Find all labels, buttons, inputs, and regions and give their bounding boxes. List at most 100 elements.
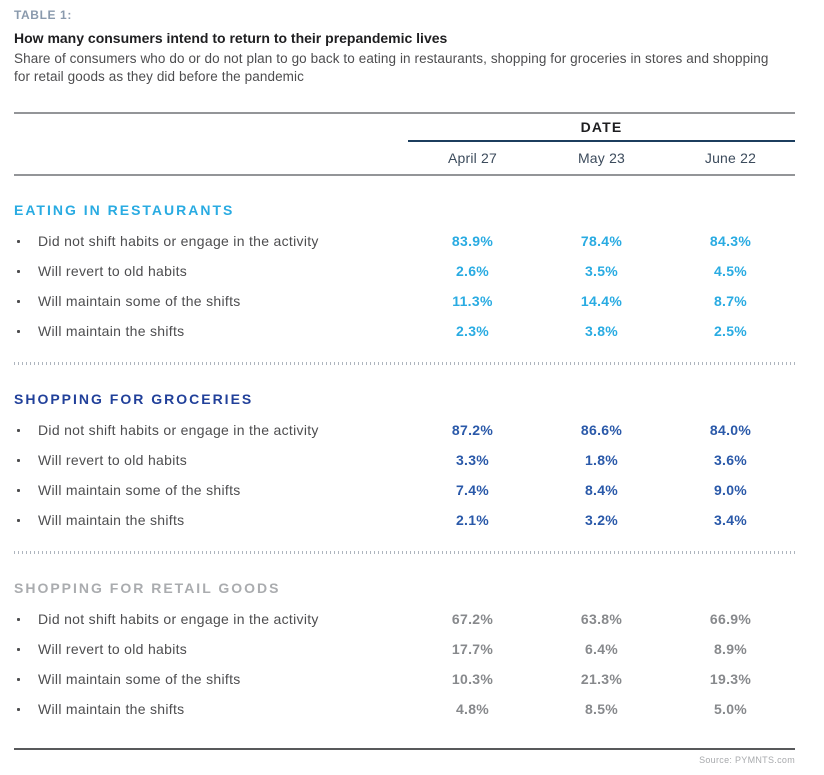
bullet-icon [17,518,20,522]
value-cell-may-23: 78.4% [580,233,623,249]
bottom-rule [14,748,795,750]
bullet-icon [17,329,20,333]
value-cell-june-22: 84.0% [709,422,752,438]
bullet-box [14,647,38,651]
value-cell-april-27: 7.4% [455,482,490,498]
value-cell-may-23: 1.8% [584,452,619,468]
row-label: Will revert to old habits [38,452,188,468]
bullet-box [14,707,38,711]
bullet-icon [17,239,20,243]
table-title: How many consumers intend to return to t… [14,30,448,46]
date-columns-group: DATE [408,114,795,142]
section-title: SHOPPING FOR GROCERIES [14,391,254,407]
source-credit: Source: PYMNTS.com [699,755,795,765]
bullet-icon [17,677,20,681]
value-cell-may-23: 8.4% [584,482,619,498]
table-number-label: TABLE 1: [14,8,72,22]
value-cell-june-22: 19.3% [709,671,752,687]
row-label: Will revert to old habits [38,641,188,657]
value-cell-april-27: 87.2% [451,422,494,438]
table-row: Will revert to old habits 2.6% 3.5% 4.5% [14,256,795,286]
bullet-icon [17,269,20,273]
column-header-april-27: April 27 [447,150,498,166]
table-row: Will revert to old habits 3.3% 1.8% 3.6% [14,445,795,475]
table-body: EATING IN RESTAURANTS Did not shift habi… [14,202,795,724]
value-cell-june-22: 4.5% [713,263,748,279]
column-header-june-22: June 22 [704,150,757,166]
bullet-icon [17,707,20,711]
value-cell-april-27: 83.9% [451,233,494,249]
bullet-box [14,458,38,462]
value-cell-june-22: 5.0% [713,701,748,717]
value-cell-june-22: 66.9% [709,611,752,627]
section-divider [14,551,795,554]
table-row: Will revert to old habits 17.7% 6.4% 8.9… [14,634,795,664]
value-cell-april-27: 67.2% [451,611,494,627]
table-section: SHOPPING FOR RETAIL GOODS Did not shift … [14,580,795,724]
column-headers: April 27 May 23 June 22 [408,150,795,166]
table-row: Will maintain the shifts 4.8% 8.5% 5.0% [14,694,795,724]
bullet-icon [17,647,20,651]
value-cell-june-22: 84.3% [709,233,752,249]
bullet-box [14,239,38,243]
value-cell-june-22: 3.4% [713,512,748,528]
row-label: Did not shift habits or engage in the ac… [38,422,319,438]
row-label: Did not shift habits or engage in the ac… [38,233,319,249]
value-cell-may-23: 3.5% [584,263,619,279]
bullet-icon [17,488,20,492]
table-subtitle: Share of consumers who do or do not plan… [14,51,769,84]
table-row: Will maintain some of the shifts 10.3% 2… [14,664,795,694]
section-rows: Did not shift habits or engage in the ac… [14,415,795,535]
value-cell-april-27: 2.3% [455,323,490,339]
table-row: Did not shift habits or engage in the ac… [14,226,795,256]
bullet-box [14,488,38,492]
bullet-box [14,677,38,681]
top-rule [14,112,795,114]
row-label: Will maintain the shifts [38,701,185,717]
table-section: SHOPPING FOR GROCERIES Did not shift hab… [14,391,795,554]
date-group-label: DATE [408,114,795,142]
value-cell-may-23: 86.6% [580,422,623,438]
row-label: Will maintain the shifts [38,512,185,528]
value-cell-april-27: 3.3% [455,452,490,468]
value-cell-april-27: 11.3% [452,293,493,309]
bullet-box [14,617,38,621]
table-row: Did not shift habits or engage in the ac… [14,415,795,445]
bullet-box [14,269,38,273]
value-cell-may-23: 3.2% [584,512,619,528]
row-label: Will maintain some of the shifts [38,671,241,687]
bullet-icon [17,617,20,621]
value-cell-april-27: 10.3% [451,671,494,687]
value-cell-may-23: 3.8% [584,323,619,339]
section-rows: Did not shift habits or engage in the ac… [14,226,795,346]
table-header: DATE April 27 May 23 June 22 [14,112,795,176]
section-title: SHOPPING FOR RETAIL GOODS [14,580,281,596]
value-cell-april-27: 4.8% [455,701,490,717]
row-label: Will maintain the shifts [38,323,185,339]
value-cell-june-22: 2.5% [713,323,748,339]
value-cell-may-23: 14.4% [580,293,623,309]
value-cell-april-27: 2.1% [455,512,490,528]
bullet-box [14,329,38,333]
table-section: EATING IN RESTAURANTS Did not shift habi… [14,202,795,365]
table-row: Will maintain some of the shifts 11.3% 1… [14,286,795,316]
row-label: Will maintain some of the shifts [38,293,241,309]
row-label: Will revert to old habits [38,263,188,279]
value-cell-may-23: 8.5% [584,701,619,717]
date-group-row: DATE [14,114,795,142]
value-cell-june-22: 8.9% [713,641,748,657]
section-rows: Did not shift habits or engage in the ac… [14,604,795,724]
bullet-icon [17,458,20,462]
bullet-box [14,518,38,522]
table-row: Did not shift habits or engage in the ac… [14,604,795,634]
table-row: Will maintain the shifts 2.3% 3.8% 2.5% [14,316,795,346]
header-bottom-rule [14,174,795,176]
value-cell-april-27: 2.6% [455,263,490,279]
section-title: EATING IN RESTAURANTS [14,202,235,218]
value-cell-may-23: 6.4% [584,641,619,657]
value-cell-june-22: 9.0% [713,482,748,498]
column-header-may-23: May 23 [577,150,626,166]
bullet-icon [17,428,20,432]
bullet-icon [17,299,20,303]
bullet-box [14,428,38,432]
